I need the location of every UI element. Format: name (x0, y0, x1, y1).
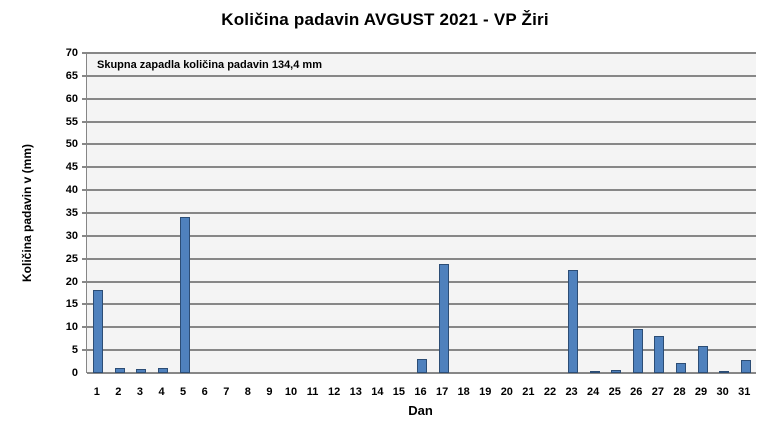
gridline (82, 257, 756, 260)
x-tick-label: 25 (608, 386, 621, 398)
gridline (82, 234, 756, 237)
x-tick-label: 23 (565, 386, 578, 398)
x-tick-label: 6 (201, 386, 208, 398)
gridline (82, 52, 756, 54)
bar-day-30 (719, 371, 730, 373)
gridline (82, 120, 756, 123)
gridline (82, 303, 756, 306)
x-tick-label: 2 (115, 386, 122, 398)
y-tick-label: 50 (65, 138, 78, 151)
gridline (82, 143, 756, 146)
x-tick-label: 8 (244, 386, 251, 398)
x-tick-label: 22 (543, 386, 557, 398)
y-axis-label: Količina padavin v (mm) (20, 143, 34, 283)
bar-day-1 (93, 289, 104, 373)
x-tick-label: 30 (716, 386, 729, 398)
bar-day-23 (568, 270, 579, 373)
bar-day-16 (417, 359, 427, 373)
x-tick-label: 17 (435, 386, 449, 398)
plot-area: Skupna zapadla količina padavin 134,4 mm (82, 52, 756, 374)
y-tick-label: 70 (65, 47, 78, 59)
x-tick-label: 13 (349, 386, 362, 398)
bar-day-17 (438, 264, 449, 373)
x-tick-label: 24 (587, 386, 600, 398)
x-tick-label: 16 (414, 386, 427, 398)
x-tick-label: 21 (522, 386, 535, 398)
x-tick-label: 26 (630, 386, 643, 398)
y-tick-label: 25 (65, 252, 78, 265)
x-tick-label: 20 (500, 386, 513, 398)
x-axis-label: Dan (408, 403, 433, 418)
x-tick-label: 4 (158, 386, 165, 398)
x-tick-label: 18 (457, 386, 470, 398)
x-tick-label: 3 (136, 386, 143, 398)
gridline (82, 189, 756, 192)
bar-day-3 (136, 369, 147, 373)
y-tick-label: 15 (65, 298, 78, 311)
gridline (82, 280, 756, 283)
x-tick-label: 1 (93, 386, 100, 398)
total-annotation: Skupna zapadla količina padavin 134,4 mm (97, 59, 322, 71)
x-tick-label: 11 (306, 386, 319, 398)
gridline (82, 166, 756, 169)
bar-day-27 (654, 335, 665, 373)
y-tick-label: 35 (65, 207, 78, 219)
gridline (82, 349, 756, 352)
bar-day-24 (589, 371, 600, 373)
y-tick-label: 45 (65, 161, 78, 174)
x-tick-label: 19 (479, 386, 492, 398)
y-tick-label: 0 (71, 367, 78, 379)
gridline (82, 326, 756, 329)
x-tick-label: 14 (371, 386, 384, 398)
y-tick-label: 60 (65, 92, 78, 105)
bar-day-5 (179, 216, 190, 373)
bar-day-4 (158, 367, 169, 373)
bar-day-29 (697, 345, 708, 373)
y-tick-label: 5 (71, 344, 78, 357)
bar-day-2 (114, 368, 125, 373)
x-axis-line (87, 372, 756, 374)
y-tick-label: 20 (65, 275, 78, 288)
x-tick-label: 27 (651, 386, 664, 398)
y-tick-label: 40 (65, 184, 78, 197)
gridline (82, 97, 756, 100)
x-tick-label: 7 (223, 386, 230, 398)
x-tick-label: 10 (284, 386, 298, 398)
x-tick-label: 12 (328, 386, 341, 398)
x-tick-label: 15 (392, 386, 406, 398)
x-tick-label: 31 (738, 386, 751, 398)
x-tick-label: 5 (180, 386, 187, 398)
chart-title: Količina padavin AVGUST 2021 - VP Žiri (221, 10, 549, 29)
x-tick-label: 29 (694, 386, 708, 398)
bar-day-25 (611, 370, 622, 373)
y-tick-label: 10 (65, 321, 78, 334)
gridline (82, 212, 756, 214)
gridline (82, 74, 756, 77)
bar-day-28 (675, 363, 686, 373)
y-tick-label: 30 (65, 229, 78, 242)
x-tick-label: 9 (266, 386, 273, 398)
x-tick-label: 28 (673, 386, 686, 398)
y-tick-label: 55 (65, 115, 78, 128)
bar-day-26 (632, 329, 643, 373)
y-tick-label: 65 (65, 69, 78, 82)
bar-day-31 (740, 360, 751, 373)
